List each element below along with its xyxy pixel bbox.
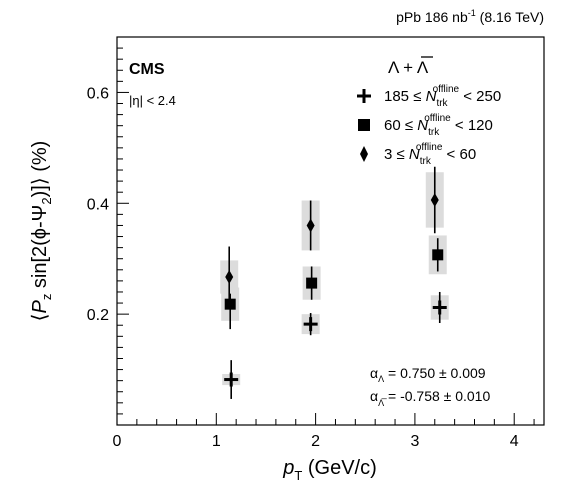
annotation-alpha-antilambda: αΛ̅ = -0.758 ± 0.010	[370, 388, 490, 408]
marker-diamond	[306, 218, 315, 233]
data-point-square	[302, 266, 321, 300]
data-point-square	[428, 235, 447, 275]
y-tick-label: 0.6	[87, 85, 109, 102]
experiment-label: CMS	[129, 61, 165, 78]
marker-square	[306, 277, 318, 289]
data-point-cross	[222, 360, 241, 399]
data-point-diamond	[220, 246, 239, 308]
x-tick-label: 1	[212, 433, 221, 450]
legend-label-low-mult: 3 ≤ Ntrkoffline < 60	[384, 142, 476, 167]
marker-square	[432, 249, 444, 261]
x-tick-label: 3	[410, 433, 419, 450]
legend: Λ + Λ 185 ≤ Ntrkoffline < 250 60 ≤ Ntrko…	[357, 56, 501, 167]
data-point-diamond	[425, 166, 444, 234]
x-tick-label: 4	[510, 433, 519, 450]
marker-diamond	[225, 270, 234, 285]
x-tick-label: 0	[113, 433, 122, 450]
y-axis-label: ⟨Pz sin[2(ϕ-Ψ2)]⟩ (%)	[29, 141, 54, 322]
data-point-cross	[301, 313, 320, 336]
legend-marker-diamond	[360, 146, 368, 162]
data-point-cross	[430, 291, 449, 324]
data-point-diamond	[301, 200, 320, 251]
header-luminosity: pPb 186 nb-1 (8.16 TeV)	[396, 8, 544, 25]
y-tick-label: 0.4	[87, 196, 109, 213]
data-points	[220, 166, 449, 399]
axis-ticks: 0 1 2 3 4 0.2 0.4 0.6	[87, 36, 535, 450]
legend-header: Λ + Λ	[388, 58, 429, 77]
legend-entry-low-mult: 3 ≤ Ntrkoffline < 60	[360, 142, 476, 167]
legend-marker-cross	[357, 89, 371, 103]
legend-entry-high-mult: 185 ≤ Ntrkoffline < 250	[357, 84, 501, 109]
marker-square	[224, 298, 236, 310]
marker-diamond	[430, 192, 439, 207]
annotation-alpha-lambda: αΛ = 0.750 ± 0.009	[370, 365, 486, 384]
legend-label-high-mult: 185 ≤ Ntrkoffline < 250	[384, 84, 501, 109]
legend-marker-square	[358, 119, 370, 131]
x-axis-label: pT (GeV/c)	[282, 457, 377, 483]
legend-label-mid-mult: 60 ≤ Ntrkoffline < 120	[384, 113, 493, 138]
y-tick-label: 0.2	[87, 307, 109, 324]
plot-frame	[116, 36, 545, 426]
eta-cut-label: |η| < 2.4	[129, 93, 176, 108]
legend-entry-mid-mult: 60 ≤ Ntrkoffline < 120	[358, 113, 493, 138]
x-tick-label: 2	[311, 433, 320, 450]
